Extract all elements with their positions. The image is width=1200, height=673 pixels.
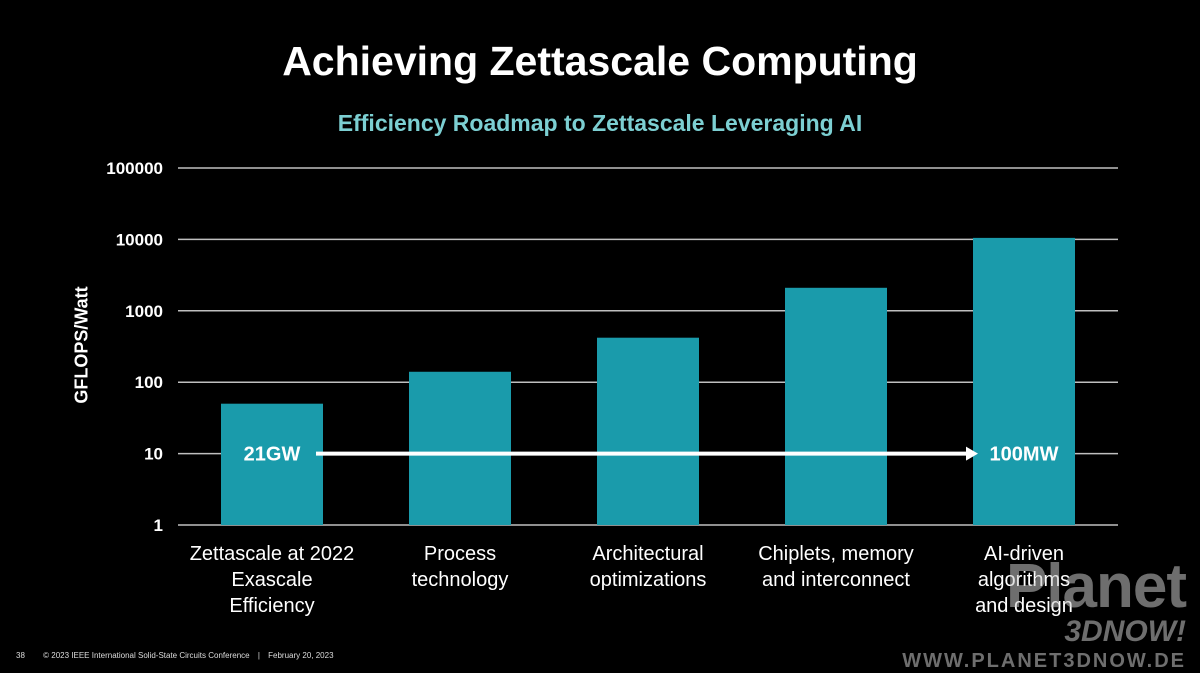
y-tick-label: 1000	[125, 302, 163, 321]
watermark: Planet 3DNOW! WWW.PLANET3DNOW.DE	[902, 552, 1187, 673]
bar	[409, 371, 511, 525]
bar	[785, 287, 887, 525]
x-category-label: and interconnect	[762, 569, 910, 591]
y-tick-label: 100	[135, 373, 163, 392]
annotation-start-label: 21GW	[244, 444, 301, 466]
y-tick-labels: 100000 10000 1000 100 10 1	[106, 159, 163, 535]
y-tick-label: 10000	[116, 230, 163, 249]
x-category-label: Exascale	[231, 569, 312, 591]
slide-number: 38	[16, 651, 25, 660]
x-category-label: and design	[975, 595, 1073, 617]
annotation-end-label: 100MW	[990, 444, 1059, 466]
power-annotation: 21GW 100MW	[244, 444, 1059, 466]
x-category-label: Architectural	[592, 543, 703, 565]
page-title: Achieving Zettascale Computing	[282, 38, 918, 84]
y-tick-label: 10	[144, 445, 163, 464]
bars	[221, 237, 1075, 525]
footer-separator: |	[257, 651, 260, 660]
x-category-label: Efficiency	[229, 595, 314, 617]
copyright-text: © 2023 IEEE International Solid-State Ci…	[43, 651, 250, 660]
footer-date: February 20, 2023	[268, 651, 334, 660]
annotation-arrowhead	[966, 446, 978, 461]
x-category-label: AI-driven	[984, 543, 1064, 565]
watermark-brand: Planet	[1005, 552, 1187, 621]
x-category-label: Zettascale at 2022	[190, 543, 355, 565]
x-category-label: algorithms	[978, 569, 1070, 591]
bar	[973, 237, 1075, 525]
watermark-sub: 3DNOW!	[1064, 615, 1186, 648]
x-category-labels: Zettascale at 2022 Exascale Efficiency Proc…	[190, 543, 1073, 617]
bar	[221, 403, 323, 525]
y-tick-label: 100000	[106, 159, 163, 178]
x-category-label: technology	[412, 569, 509, 591]
watermark-url: WWW.PLANET3DNOW.DE	[902, 650, 1186, 672]
footer: 38 © 2023 IEEE International Solid-State…	[16, 651, 334, 660]
chart-subtitle: Efficiency Roadmap to Zettascale Leverag…	[337, 110, 863, 136]
x-category-label: optimizations	[590, 569, 707, 591]
y-tick-label: 1	[154, 516, 163, 535]
x-category-label: Chiplets, memory	[758, 543, 914, 565]
x-category-label: Process	[424, 543, 496, 565]
bar	[597, 337, 699, 525]
